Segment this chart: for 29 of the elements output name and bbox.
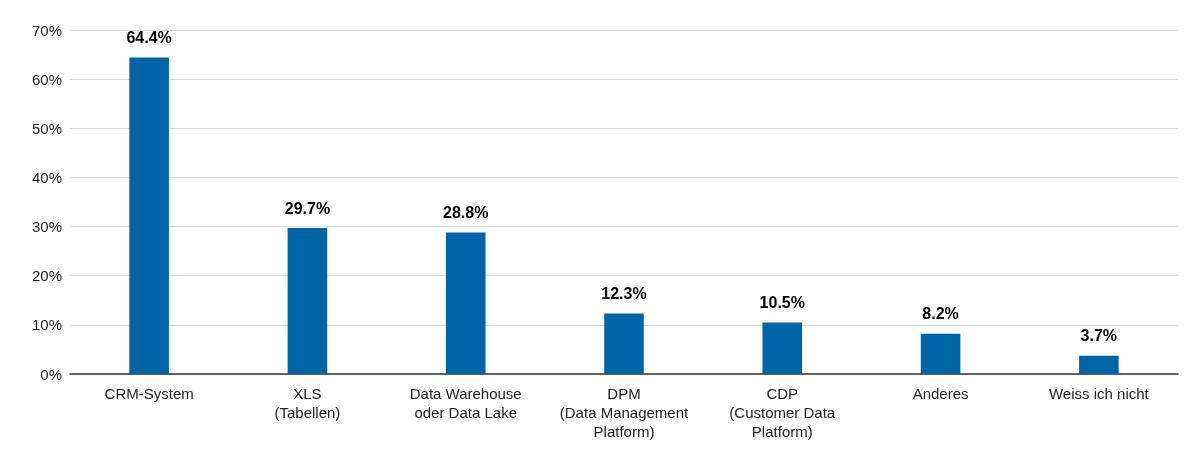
data-label: 64.4% bbox=[126, 29, 172, 47]
y-tick-label: 0% bbox=[40, 365, 62, 383]
y-tick-label: 10% bbox=[31, 316, 62, 334]
y-tick-label: 50% bbox=[31, 119, 62, 137]
y-tick-label: 20% bbox=[31, 267, 62, 285]
bar bbox=[920, 333, 961, 374]
bar bbox=[762, 322, 803, 374]
x-tick-label: Anderes bbox=[912, 385, 969, 402]
data-label: 10.5% bbox=[759, 293, 805, 311]
x-tick-label: DPM (Data Management Platform) bbox=[559, 385, 690, 440]
x-tick-label: CRM-System bbox=[104, 385, 194, 402]
data-label: 29.7% bbox=[284, 199, 331, 217]
data-label: 8.2% bbox=[922, 305, 959, 323]
bar bbox=[287, 228, 328, 374]
data-label: 3.7% bbox=[1080, 327, 1118, 345]
bar bbox=[1079, 355, 1119, 374]
bar bbox=[445, 232, 486, 374]
y-tick-label: 60% bbox=[31, 70, 62, 88]
x-tick-label: CDP (Customer Data Platform) bbox=[729, 385, 836, 440]
y-tick-label: 40% bbox=[31, 168, 62, 186]
bar bbox=[604, 313, 644, 374]
data-label: 28.8% bbox=[443, 203, 489, 221]
y-tick-label: 30% bbox=[31, 218, 62, 236]
data-label: 12.3% bbox=[601, 285, 647, 303]
y-tick-label: 70% bbox=[31, 21, 62, 39]
x-tick-label: Data Warehouse oder Data Lake bbox=[409, 385, 522, 421]
bar bbox=[129, 57, 169, 374]
x-tick-label: XLS (Tabellen) bbox=[274, 385, 341, 421]
x-tick-label: Weiss ich nicht bbox=[1048, 385, 1150, 402]
